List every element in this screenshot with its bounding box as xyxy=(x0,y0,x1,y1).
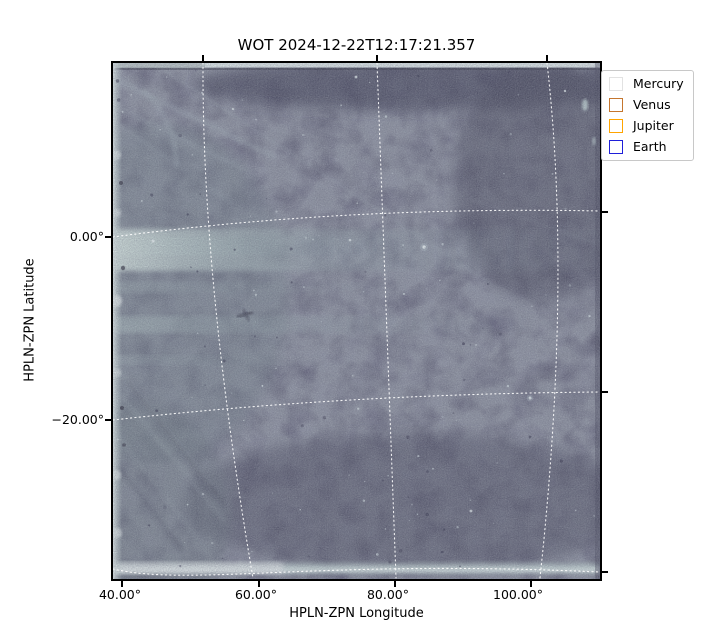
tick-top-60 xyxy=(202,55,204,61)
plot-title: WOT 2024-12-22T12:17:21.357 xyxy=(237,36,476,54)
tick-right-m40 xyxy=(602,571,608,573)
tick-left-m20 xyxy=(105,419,111,421)
legend-item-jupiter: Jupiter xyxy=(609,119,684,133)
tick-right-m20 xyxy=(602,391,608,393)
graticule xyxy=(113,63,600,579)
tick-left-0 xyxy=(105,236,111,238)
y-tick-label-m20: −20.00° xyxy=(51,412,104,427)
x-axis-label: HPLN-ZPN Longitude xyxy=(289,606,424,621)
parallel-minus20 xyxy=(113,391,600,421)
x-tick-label-100: 100.00° xyxy=(493,587,543,602)
meridian-60 xyxy=(202,63,254,579)
parallel-0 xyxy=(113,209,600,238)
parallel-minus40 xyxy=(113,567,600,576)
tick-bottom-60 xyxy=(258,581,260,587)
earth-marker-icon xyxy=(609,140,623,154)
tick-right-0 xyxy=(602,211,608,213)
x-tick-label-40: 40.00° xyxy=(98,587,142,602)
legend-item-mercury: Mercury xyxy=(609,77,684,91)
venus-marker-icon xyxy=(609,98,623,112)
jupiter-marker-icon xyxy=(609,119,623,133)
tick-top-100 xyxy=(546,55,548,61)
y-axis-label: HPLN-ZPN Latitude xyxy=(22,258,38,382)
tick-bottom-40 xyxy=(121,581,123,587)
tick-bottom-80 xyxy=(394,581,396,587)
x-tick-label-80: 80.00° xyxy=(366,587,410,602)
legend-label: Earth xyxy=(633,139,667,154)
legend-label: Venus xyxy=(633,97,671,112)
legend-label: Jupiter xyxy=(633,118,674,133)
x-tick-label-60: 60.00° xyxy=(234,587,278,602)
y-tick-label-0: 0.00° xyxy=(69,229,104,244)
legend: Mercury Venus Jupiter Earth xyxy=(601,70,694,161)
legend-item-earth: Earth xyxy=(609,140,684,154)
tick-top-80 xyxy=(376,55,378,61)
legend-label: Mercury xyxy=(633,76,684,91)
starfield-image xyxy=(113,63,600,579)
legend-item-venus: Venus xyxy=(609,98,684,112)
meridian-100 xyxy=(539,63,559,579)
tick-bottom-100 xyxy=(530,581,532,587)
plot-area xyxy=(111,61,602,581)
meridian-80 xyxy=(376,63,397,579)
mercury-marker-icon xyxy=(609,77,623,91)
